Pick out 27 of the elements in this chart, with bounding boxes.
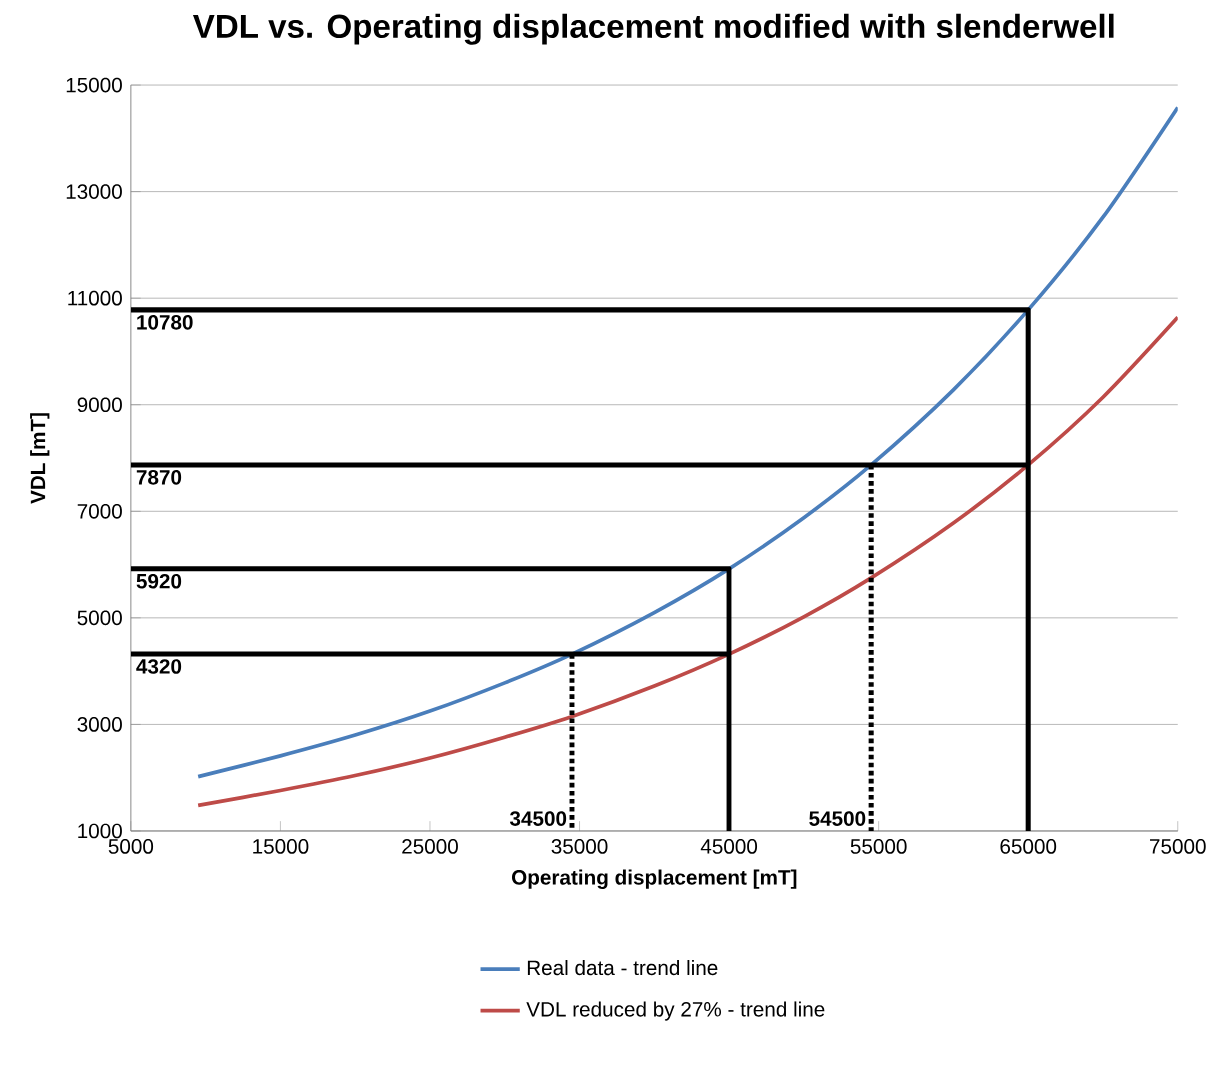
x-tick-label: 35000 bbox=[551, 839, 608, 854]
x-tick-label: 75000 bbox=[1150, 839, 1206, 854]
x-axis-title: Operating displacement [mT] bbox=[512, 869, 797, 890]
y-tick-label: 7000 bbox=[77, 504, 122, 519]
annotation: 54500 bbox=[809, 811, 866, 827]
y-axis-title: VDL [mT] bbox=[30, 413, 50, 505]
legend-label: Real data - trend line bbox=[527, 960, 718, 976]
y-tick-label: 3000 bbox=[77, 717, 122, 732]
annotation: 4320 bbox=[136, 659, 182, 675]
x-tick-label: 15000 bbox=[253, 839, 309, 854]
x-tick-label: 45000 bbox=[700, 839, 758, 854]
chart-title: VDL vs. Operating displacement modified with slenderwell bbox=[192, 13, 1114, 45]
y-tick-label: 5000 bbox=[77, 610, 122, 626]
x-tick-label: 65000 bbox=[1000, 839, 1057, 854]
y-tick-label: 9000 bbox=[77, 397, 122, 413]
annotation: 7870 bbox=[136, 470, 182, 485]
x-tick-label: 25000 bbox=[402, 839, 458, 854]
annotation: 5920 bbox=[136, 574, 182, 589]
y-tick-label: 11000 bbox=[68, 291, 122, 306]
y-tick-label: 1000 bbox=[78, 823, 122, 839]
legend-label: VDL reduced by 27% - trend line bbox=[526, 1001, 825, 1021]
y-tick-label: 15000 bbox=[66, 77, 122, 93]
x-tick-label: 5000 bbox=[108, 839, 154, 854]
x-tick-label: 55000 bbox=[850, 839, 907, 854]
y-tick-label: 13000 bbox=[66, 184, 122, 200]
annotation: 34500 bbox=[509, 811, 567, 827]
annotation: 10780 bbox=[137, 315, 193, 330]
